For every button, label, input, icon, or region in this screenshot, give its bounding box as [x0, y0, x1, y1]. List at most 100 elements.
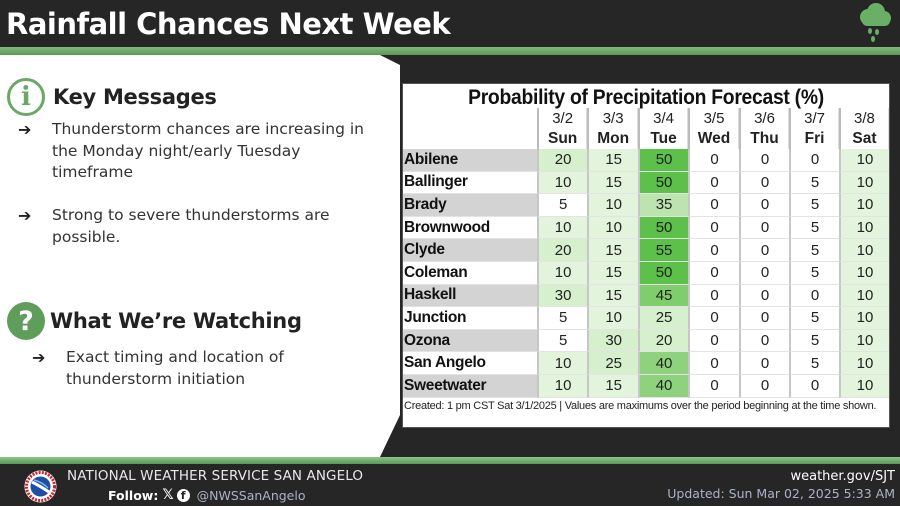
- pop-value-cell: 5: [789, 171, 839, 195]
- arrow-right-icon: ➔: [18, 206, 32, 225]
- footer-bar: NATIONAL WEATHER SERVICE SAN ANGELO Foll…: [0, 464, 900, 506]
- table-row: Ozona 5 30 20 0 0 5 10: [403, 329, 889, 353]
- pop-value-cell: 50: [637, 171, 689, 195]
- city-name: Haskell: [403, 284, 537, 308]
- pop-value-cell: 10: [838, 261, 889, 285]
- watching-text: Exact timing and location of thunderstor…: [66, 348, 284, 388]
- pop-value-cell: 0: [688, 194, 739, 217]
- table-row: Junction 5 10 25 0 0 5 10: [403, 307, 889, 330]
- pop-value-cell: 0: [738, 239, 790, 262]
- pop-value-cell: 10: [587, 307, 638, 330]
- pop-value-cell: 30: [587, 329, 638, 353]
- key-messages-title: Key Messages: [53, 85, 217, 109]
- question-icon: ?: [7, 302, 45, 340]
- column-date: 3/3: [602, 110, 624, 127]
- column-weekday: Wed: [697, 130, 731, 147]
- pop-value-cell: 0: [789, 284, 839, 308]
- key-message-item: ➔ Thunderstorm chances are increasing in…: [18, 119, 382, 184]
- city-name: Coleman: [403, 262, 537, 285]
- info-icon: i: [7, 78, 45, 116]
- page-title: Rainfall Chances Next Week: [6, 7, 451, 41]
- pop-value-cell: 0: [688, 216, 739, 240]
- pop-value-cell: 15: [587, 261, 638, 285]
- column-weekday: Sat: [852, 130, 877, 147]
- day-column-header: 3/5 Wed: [688, 108, 739, 149]
- pop-value-cell: 35: [637, 194, 689, 217]
- pop-value-cell: 10: [838, 329, 889, 353]
- city-column-header: [403, 108, 537, 149]
- pop-value-cell: 5: [536, 329, 588, 353]
- pop-value-cell: 0: [738, 329, 790, 353]
- pop-value-cell: 0: [688, 149, 739, 172]
- column-date: 3/6: [754, 110, 775, 127]
- key-message-item: ➔ Strong to severe thunderstorms are pos…: [18, 205, 352, 248]
- social-handle-link[interactable]: @NWSSanAngelo: [196, 487, 306, 503]
- city-name: Abilene: [403, 149, 537, 172]
- city-name: San Angelo: [403, 352, 537, 375]
- updated-timestamp: Updated: Sun Mar 02, 2025 5:33 AM: [667, 486, 895, 501]
- column-date: 3/4: [653, 110, 674, 127]
- pop-value-cell: 5: [789, 307, 839, 330]
- key-message-text: Thunderstorm chances are increasing in t…: [52, 120, 364, 181]
- day-column-header: 3/3 Mon: [587, 108, 638, 149]
- x-social-icon[interactable]: 𝕏: [162, 487, 174, 503]
- column-weekday: Tue: [650, 130, 677, 147]
- pop-value-cell: 10: [838, 216, 889, 240]
- table-row: Sweetwater 10 15 40 0 0 0 10: [403, 374, 889, 398]
- city-name: Brady: [403, 194, 537, 217]
- pop-value-cell: 10: [587, 194, 638, 217]
- pop-value-cell: 0: [688, 239, 739, 262]
- pop-value-cell: 5: [789, 329, 839, 353]
- header-accent-bar: [0, 47, 900, 55]
- pop-value-cell: 0: [738, 171, 790, 195]
- table-row: Haskell 30 15 45 0 0 0 10: [403, 284, 889, 308]
- pop-value-cell: 10: [838, 149, 889, 172]
- follow-label: Follow:: [108, 487, 159, 503]
- facebook-icon[interactable]: f: [176, 488, 190, 502]
- table-row: Clyde 20 15 55 0 0 5 10: [403, 239, 889, 262]
- table-row: Ballinger 10 15 50 0 0 5 10: [403, 171, 889, 195]
- pop-table-panel: Probability of Precipitation Forecast (%…: [402, 83, 890, 428]
- pop-value-cell: 0: [738, 284, 790, 308]
- column-weekday: Thu: [750, 130, 779, 147]
- nws-logo: [24, 470, 57, 503]
- pop-value-cell: 20: [536, 239, 588, 262]
- pop-value-cell: 45: [637, 284, 689, 308]
- website-link[interactable]: weather.gov/SJT: [790, 469, 895, 484]
- pop-value-cell: 10: [536, 171, 588, 195]
- pop-value-cell: 20: [637, 329, 689, 353]
- pop-value-cell: 25: [637, 307, 689, 330]
- pop-value-cell: 0: [738, 261, 790, 285]
- pop-value-cell: 10: [536, 261, 588, 285]
- city-name: Sweetwater: [403, 374, 537, 398]
- pop-value-cell: 0: [789, 149, 839, 172]
- pop-table-title: Probability of Precipitation Forecast (%…: [468, 86, 824, 109]
- pop-value-cell: 50: [637, 261, 689, 285]
- pop-value-cell: 0: [738, 194, 790, 217]
- pop-value-cell: 0: [688, 352, 739, 375]
- footer-accent-bar: [0, 457, 900, 464]
- pop-value-cell: 10: [838, 352, 889, 375]
- pop-value-cell: 5: [789, 261, 839, 285]
- key-message-text: Strong to severe thunderstorms are possi…: [52, 206, 330, 246]
- pop-value-cell: 15: [587, 374, 638, 398]
- city-name: Ozona: [403, 329, 537, 353]
- table-row: Coleman 10 15 50 0 0 5 10: [403, 261, 889, 285]
- column-date: 3/2: [552, 110, 574, 127]
- pop-value-cell: 55: [637, 239, 689, 262]
- watching-title: What We’re Watching: [50, 309, 302, 333]
- column-date: 3/7: [804, 110, 825, 127]
- pop-value-cell: 25: [587, 352, 638, 375]
- day-column-header: 3/7 Fri: [789, 108, 839, 149]
- pop-value-cell: 0: [688, 284, 739, 308]
- pop-value-cell: 10: [536, 216, 588, 240]
- key-messages-heading: i Key Messages: [7, 78, 217, 116]
- pop-value-cell: 10: [587, 216, 638, 240]
- pop-value-cell: 0: [688, 171, 739, 195]
- pop-value-cell: 10: [838, 307, 889, 330]
- arrow-right-icon: ➔: [32, 348, 46, 367]
- pop-value-cell: 5: [536, 194, 588, 217]
- table-row: San Angelo 10 25 40 0 0 5 10: [403, 352, 889, 375]
- pop-value-cell: 50: [637, 216, 689, 240]
- pop-value-cell: 10: [838, 239, 889, 262]
